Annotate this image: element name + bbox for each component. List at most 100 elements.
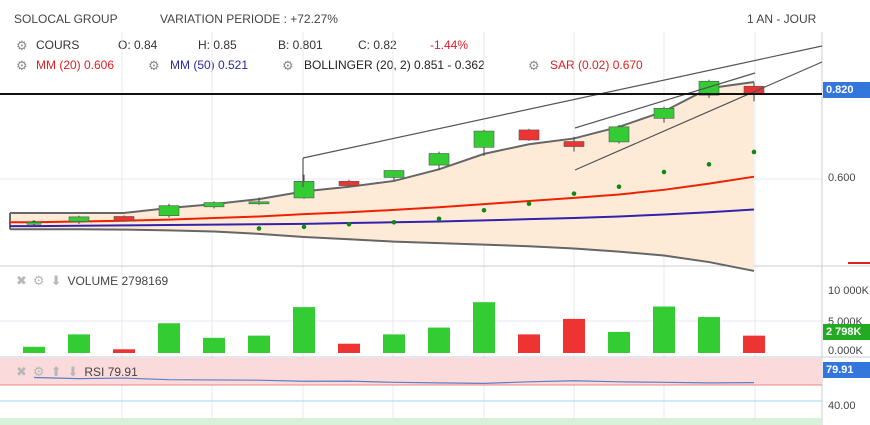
volume-bar[interactable] <box>698 317 720 353</box>
bollinger-lower-line[interactable] <box>10 228 755 272</box>
candle[interactable] <box>338 179 360 186</box>
sar-point <box>481 207 487 213</box>
chart-header: SOLOCAL GROUP VARIATION PERIODE : +72.27… <box>0 0 870 30</box>
candle[interactable] <box>518 128 540 141</box>
gear-icon[interactable]: ⚙ <box>282 58 294 73</box>
candle[interactable] <box>26 220 42 227</box>
price-current-box: 0.820 <box>823 82 870 98</box>
sar-point <box>661 169 667 175</box>
gear-icon[interactable]: ⚙ <box>32 273 45 288</box>
open-value: O: 0.84 <box>118 38 158 52</box>
bollinger-upper-line[interactable] <box>10 81 755 214</box>
candle[interactable] <box>158 203 180 218</box>
trendlines <box>302 45 823 187</box>
mm50-line[interactable] <box>10 208 755 228</box>
trendline-upper[interactable] <box>302 45 823 159</box>
close-icon[interactable]: ✖ <box>16 273 27 288</box>
candle-body <box>428 153 450 166</box>
sar-point <box>751 149 757 155</box>
candle-body <box>563 141 585 147</box>
volume-bar[interactable] <box>428 327 450 353</box>
period-selector[interactable]: 1 AN - JOUR <box>747 12 817 26</box>
volume-bar[interactable] <box>383 334 405 353</box>
volume-bar[interactable] <box>68 334 90 353</box>
bollinger-label: BOLLINGER (20, 2) 0.851 - 0.362 <box>304 58 485 72</box>
volume-bar[interactable] <box>743 335 765 353</box>
candle[interactable] <box>293 174 315 199</box>
candle-body <box>518 129 540 141</box>
volume-bar[interactable] <box>23 346 45 353</box>
gear-icon[interactable]: ⚙ <box>148 58 160 73</box>
volume-axis-top: 10 000K <box>828 285 869 297</box>
candle-body <box>608 126 630 143</box>
price-tick: 0.600 <box>828 172 856 184</box>
sar-point <box>391 219 397 225</box>
volume-bar[interactable] <box>473 302 495 353</box>
rsi-current-box: 79.91 <box>823 362 870 378</box>
candle[interactable] <box>68 215 90 224</box>
low-value: B: 0.801 <box>278 38 323 52</box>
volume-bar[interactable] <box>338 343 360 353</box>
volume-bars <box>23 302 765 353</box>
rsi-panel-title: ✖ ⚙ ⬆ ⬇ RSI 79.91 <box>16 364 138 380</box>
volume-bar[interactable] <box>248 335 270 353</box>
candle-body <box>113 216 135 222</box>
candle-body <box>653 107 675 119</box>
volume-bar[interactable] <box>653 306 675 354</box>
volume-current-box: 2 798K <box>823 324 870 340</box>
mm20-label: MM (20) 0.606 <box>36 58 115 72</box>
volume-bar[interactable] <box>293 307 315 353</box>
candle-body <box>383 170 405 178</box>
candle-body <box>68 216 90 222</box>
candle-body <box>473 130 495 148</box>
sar-label: SAR (0.02) 0.670 <box>550 58 643 72</box>
volume-bar[interactable] <box>518 334 540 353</box>
gear-icon[interactable]: ⚙ <box>16 58 28 73</box>
volume-bar[interactable] <box>608 331 630 353</box>
rsi-overbought-zone <box>0 358 822 385</box>
arrow-up-icon[interactable]: ⬆ <box>50 364 62 379</box>
instrument-name: SOLOCAL GROUP <box>14 12 118 26</box>
gear-icon[interactable]: ⚙ <box>528 58 540 73</box>
sar-point <box>706 162 712 167</box>
candle[interactable] <box>248 197 270 205</box>
candle[interactable] <box>563 136 585 152</box>
candle[interactable] <box>113 215 135 222</box>
rsi-path[interactable] <box>33 376 755 385</box>
candle[interactable] <box>203 201 225 209</box>
close-icon[interactable]: ✖ <box>16 364 27 379</box>
candle[interactable] <box>608 124 630 144</box>
sar-point <box>436 216 442 222</box>
volume-bar[interactable] <box>113 349 135 353</box>
trendline-channel-top[interactable] <box>574 72 756 129</box>
bollinger-band <box>9 81 755 272</box>
rsi-oversold-zone <box>0 418 822 425</box>
trendline-channel-bottom[interactable] <box>574 61 823 171</box>
candle-body <box>293 181 315 199</box>
bollinger-fill <box>10 82 754 271</box>
rsi-tick: 40.00 <box>828 400 856 412</box>
sar-point <box>301 224 307 230</box>
candle[interactable] <box>653 106 675 123</box>
arrow-down-icon[interactable]: ⬇ <box>67 364 79 379</box>
candle[interactable] <box>428 151 450 170</box>
sar-point <box>616 184 622 190</box>
mm50-label: MM (50) 0.521 <box>170 58 249 72</box>
candle-body <box>26 221 42 225</box>
rsi-line <box>33 376 755 385</box>
candle-body <box>698 80 720 96</box>
candle[interactable] <box>383 170 405 181</box>
arrow-down-icon[interactable]: ⬇ <box>50 273 62 288</box>
candle-body <box>743 85 765 95</box>
gear-icon[interactable]: ⚙ <box>32 364 45 379</box>
volume-bar[interactable] <box>203 337 225 353</box>
volume-axis-bottom: 0.000K <box>828 345 863 357</box>
candle-body <box>248 201 270 205</box>
volume-bar[interactable] <box>158 323 180 353</box>
volume-bar[interactable] <box>563 318 585 353</box>
candle[interactable] <box>473 129 495 156</box>
change-value: -1.44% <box>430 38 469 52</box>
sar-points <box>31 149 757 231</box>
gear-icon[interactable]: ⚙ <box>16 38 28 53</box>
